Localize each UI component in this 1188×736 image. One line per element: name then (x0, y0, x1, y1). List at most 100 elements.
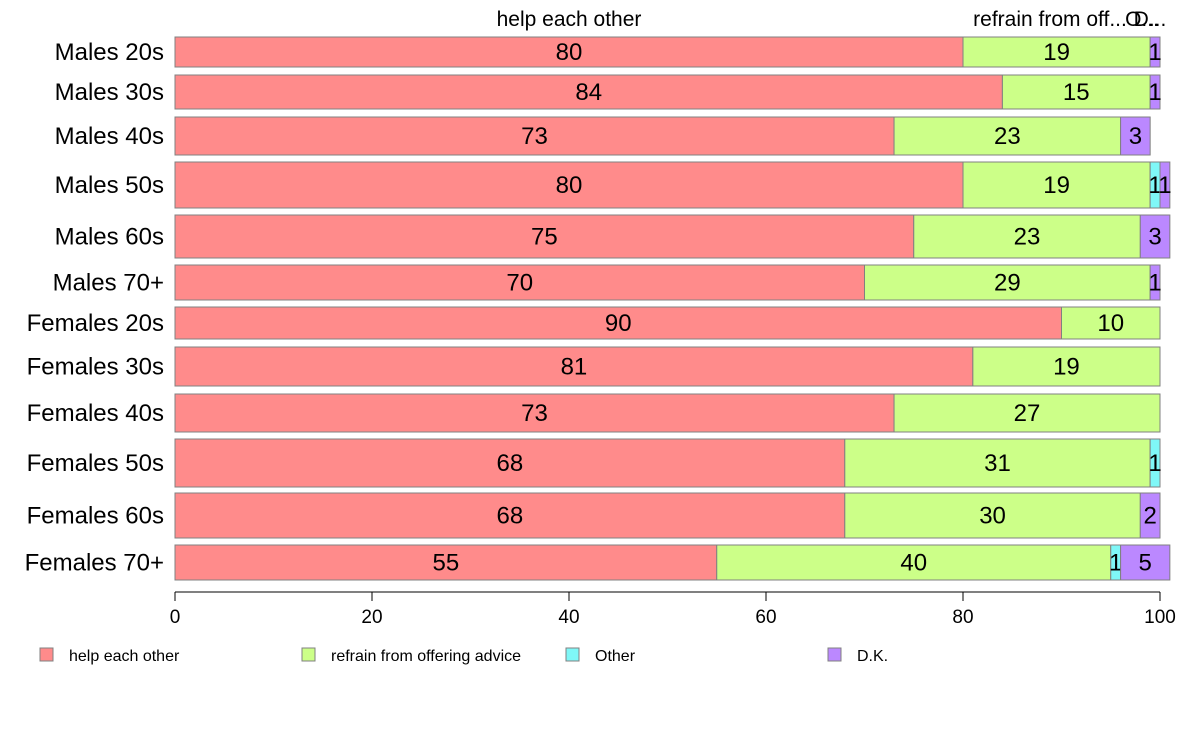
data-label: 80 (556, 39, 583, 66)
top-label-3: D... (1134, 8, 1167, 31)
category-label: Males 40s (55, 123, 164, 150)
data-label: 70 (506, 270, 533, 297)
data-label: 10 (1097, 310, 1124, 337)
legend-label: Other (595, 648, 636, 665)
category-label: Males 30s (55, 79, 164, 106)
x-tick-label: 40 (558, 607, 579, 628)
legend-label: help each other (69, 648, 180, 665)
category-label: Females 30s (27, 354, 164, 381)
data-label: 40 (900, 550, 927, 577)
bar-segment (1159, 161, 1171, 209)
category-label: Females 50s (27, 450, 164, 477)
bar-segment (174, 214, 915, 259)
data-label: 2 (1143, 503, 1156, 530)
category-label: Females 60s (27, 503, 164, 530)
legend-label: D.K. (857, 648, 888, 665)
category-label: Females 70+ (25, 550, 164, 577)
legend-swatch (827, 647, 842, 662)
data-label: 73 (521, 400, 548, 427)
category-label: Females 40s (27, 400, 164, 427)
legend: help each other refrain from offering adv… (39, 647, 888, 665)
top-label-0: help each other (497, 8, 642, 31)
data-label: 1 (1148, 450, 1161, 477)
bar-segment (1139, 492, 1161, 539)
data-label: 15 (1063, 79, 1090, 106)
data-label: 1 (1148, 270, 1161, 297)
legend-swatch (39, 647, 54, 662)
data-label: 27 (1014, 400, 1041, 427)
category-labels: Males 20s Males 30s Males 40s Males 50s Male… (25, 39, 164, 577)
data-label: 55 (433, 550, 460, 577)
data-label: 1 (1148, 39, 1161, 66)
category-label: Males 70+ (53, 270, 164, 297)
bar-segment (1061, 306, 1161, 340)
data-label: 31 (984, 450, 1011, 477)
data-label: 3 (1148, 224, 1161, 251)
data-label: 68 (497, 450, 524, 477)
bar-segment (844, 492, 1141, 539)
data-label: 75 (531, 224, 558, 251)
category-label: Females 20s (27, 310, 164, 337)
x-tick-label: 60 (755, 607, 776, 628)
data-label: 68 (497, 503, 524, 530)
bar-segment (864, 264, 1151, 301)
data-label: 30 (979, 503, 1006, 530)
category-label: Males 50s (55, 172, 164, 199)
data-label: 23 (1014, 224, 1041, 251)
legend-swatch (565, 647, 580, 662)
bar-segment (844, 438, 1151, 488)
top-series-labels: help each other refrain from off...O...D.… (497, 8, 1167, 31)
legend-label: refrain from offering advice (331, 648, 521, 665)
data-label: 19 (1043, 172, 1070, 199)
bar-segment (1001, 74, 1151, 110)
bar-segment (174, 306, 1062, 340)
top-label-1: refrain from off... (973, 8, 1127, 31)
x-axis: 0 20 40 60 80 100 (170, 591, 1176, 628)
bar-segment (174, 346, 974, 387)
data-label: 3 (1129, 123, 1142, 150)
bar-segment (1120, 116, 1151, 156)
category-label: Males 60s (55, 224, 164, 251)
x-tick-label: 80 (952, 607, 973, 628)
data-label: 1 (1109, 550, 1122, 577)
bar-segment (174, 393, 895, 433)
bar-segment (174, 438, 846, 488)
bar-segment (1120, 544, 1171, 581)
data-label: 73 (521, 123, 548, 150)
bar-segment (1149, 74, 1161, 110)
bar-segment (174, 74, 1003, 110)
data-label: 80 (556, 172, 583, 199)
bar-segment (716, 544, 1112, 581)
data-label: 1 (1158, 172, 1171, 199)
data-label: 23 (994, 123, 1021, 150)
x-tick-label: 0 (170, 607, 181, 628)
data-label: 90 (605, 310, 632, 337)
data-label: 81 (561, 354, 588, 381)
legend-swatch (301, 647, 316, 662)
bar-segment (174, 116, 895, 156)
data-label: 29 (994, 270, 1021, 297)
bar-segment (1149, 264, 1161, 301)
bar-segment (962, 161, 1151, 209)
category-label: Males 20s (55, 39, 164, 66)
x-tick-label: 100 (1144, 607, 1176, 628)
bar-segment (1149, 36, 1161, 68)
data-label: 1 (1148, 79, 1161, 106)
data-label: 1 (1148, 172, 1161, 199)
data-label: 19 (1053, 354, 1080, 381)
data-label: 84 (575, 79, 602, 106)
bar-segment (893, 393, 1161, 433)
bar-segment (972, 346, 1161, 387)
bar-segment (893, 116, 1122, 156)
x-tick-label: 20 (361, 607, 382, 628)
bar-segment (174, 492, 846, 539)
bar-segment (913, 214, 1141, 259)
bar-segment (174, 544, 718, 581)
data-label: 19 (1043, 39, 1070, 66)
bar-segment (1139, 214, 1171, 259)
data-label: 5 (1139, 550, 1152, 577)
bar-segment (1149, 438, 1161, 488)
bar-segment (962, 36, 1151, 68)
